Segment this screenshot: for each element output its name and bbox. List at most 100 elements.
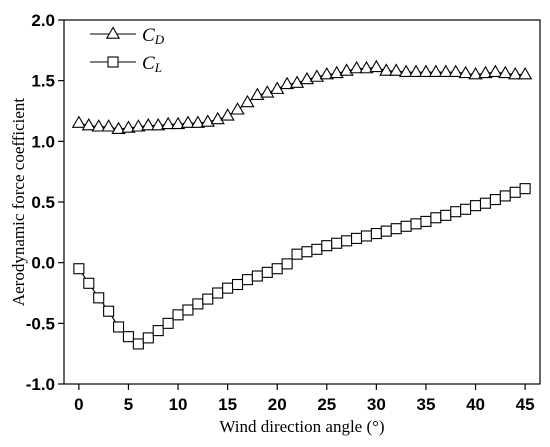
data-point-D (438, 64, 453, 77)
data-point-D (349, 60, 364, 74)
data-point-L (499, 190, 511, 202)
data-point-L (222, 282, 234, 294)
data-point-L (231, 278, 244, 291)
data-point-L (142, 332, 154, 344)
y-axis-ticks: -1.0 -0.5 0.0 0.5 1.0 1.5 2.0 (26, 11, 64, 394)
x-tick-label: 25 (317, 395, 336, 414)
x-tick-label: 30 (367, 395, 386, 414)
data-point-D (141, 117, 156, 131)
data-point-D (458, 65, 473, 79)
data-point-L (241, 274, 254, 286)
data-point-L (172, 309, 184, 321)
data-point-L (509, 186, 521, 198)
data-point-D (339, 63, 354, 76)
data-point-L (360, 230, 373, 242)
data-point-L (182, 304, 194, 316)
data-point-L (350, 232, 363, 244)
data-point-D (170, 116, 186, 130)
legend-marker-D (105, 26, 121, 39)
data-point-D (230, 102, 245, 115)
data-point-L (460, 203, 472, 215)
data-point-D (319, 66, 334, 80)
x-tick-label: 10 (169, 395, 188, 414)
data-point-L (132, 338, 144, 350)
data-point-D (299, 71, 315, 85)
data-point-D (151, 117, 166, 131)
data-point-L (192, 298, 204, 310)
data-point-L (400, 220, 412, 232)
data-point-D (160, 116, 176, 130)
data-point-L (251, 270, 263, 282)
y-tick-label: 1.5 (31, 72, 55, 91)
data-point-L (301, 246, 313, 258)
data-point-D (508, 66, 523, 80)
series-L (73, 183, 531, 350)
data-point-D (418, 64, 434, 77)
data-point-D (180, 115, 196, 128)
data-point-L (440, 209, 452, 221)
data-point-L (479, 197, 492, 209)
data-point-L (291, 248, 303, 260)
data-point-D (210, 111, 225, 125)
data-point-L (450, 206, 462, 218)
data-point-D (389, 63, 404, 76)
data-point-L (122, 331, 135, 343)
data-point-L (202, 293, 214, 305)
data-point-L (311, 243, 323, 255)
data-point-D (71, 115, 87, 128)
x-tick-label: 5 (124, 395, 133, 414)
y-tick-label: 1.0 (31, 132, 55, 151)
data-point-D (270, 81, 285, 94)
data-point-L (83, 277, 95, 289)
data-point-L (390, 223, 402, 235)
x-tick-label: 15 (218, 395, 237, 414)
data-point-D (101, 119, 116, 132)
data-point-L (370, 227, 382, 240)
data-point-L (271, 263, 283, 275)
data-point-D (190, 115, 206, 128)
data-point-L (261, 266, 273, 278)
x-tick-label: 20 (268, 395, 287, 414)
data-point-D (309, 69, 325, 82)
data-point-L (212, 287, 224, 299)
series-D (71, 59, 533, 134)
legend-marker-L (107, 56, 119, 68)
data-point-D (359, 60, 374, 74)
y-axis-title: Aerodynamic force coefficient (9, 98, 28, 307)
data-point-D (289, 75, 305, 88)
data-point-L (489, 194, 501, 206)
data-point-L (420, 215, 432, 227)
data-point-D (498, 65, 513, 79)
data-point-L (519, 183, 531, 195)
data-point-D (478, 65, 493, 79)
data-point-D (488, 64, 503, 77)
data-point-D (428, 64, 444, 77)
legend: CD CL (90, 25, 165, 75)
y-tick-label: 0.5 (31, 193, 55, 212)
data-point-D (91, 119, 106, 132)
x-tick-label: 0 (74, 395, 83, 414)
data-point-D (131, 119, 146, 132)
y-tick-label: 0.0 (31, 254, 55, 273)
data-point-D (517, 66, 533, 80)
series-layer (71, 59, 533, 350)
data-point-L (103, 305, 115, 317)
legend-item-L: CL (90, 53, 162, 75)
data-point-D (81, 117, 96, 131)
data-point-L (341, 235, 353, 247)
y-tick-label: 2.0 (31, 11, 55, 30)
data-point-L (321, 240, 333, 252)
data-point-L (112, 321, 125, 333)
data-point-L (281, 258, 293, 270)
data-point-D (398, 64, 414, 77)
data-point-D (260, 85, 275, 98)
legend-label-D: CD (142, 25, 165, 47)
data-point-D (240, 94, 255, 108)
data-point-L (469, 200, 482, 212)
x-axis-ticks: 0 5 10 15 20 25 30 35 40 45 (74, 384, 535, 414)
data-point-D (329, 65, 344, 79)
data-point-L (162, 317, 174, 329)
y-tick-label: -0.5 (26, 314, 55, 333)
data-point-D (250, 87, 265, 101)
